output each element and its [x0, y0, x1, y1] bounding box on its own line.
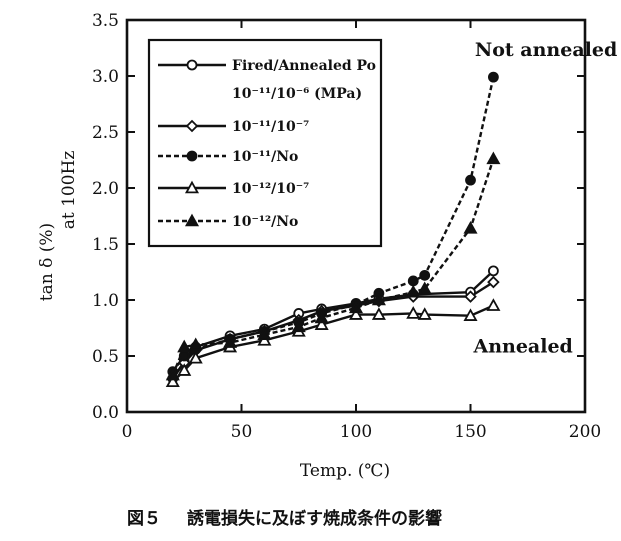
y-axis-labels: tan δ (%) at 100Hz [37, 151, 79, 302]
legend-marker-2 [185, 119, 199, 133]
series-5-point [371, 292, 386, 306]
series-3-point [465, 174, 476, 186]
legend-label-4: 10⁻¹²/10⁻⁷ [232, 181, 309, 197]
series-4-point [188, 350, 203, 364]
y-tick-label: 3.5 [92, 11, 119, 31]
y-tick-label: 3.0 [92, 67, 119, 87]
x-tick-label: 150 [454, 422, 486, 442]
series-4-point [314, 317, 329, 330]
series-5-point [417, 281, 432, 295]
series-5-point [406, 284, 421, 298]
y-tick-label: 0.5 [92, 347, 119, 367]
legend-box [147, 38, 383, 248]
legend-units: 10⁻¹¹/10⁻⁶ (MPa) [232, 86, 362, 102]
legend-marker-3 [186, 150, 198, 162]
tick-labels: 0 50 100 150 200 0.0 0.5 1.0 1.5 2.0 2.5 3.0 3.5 [92, 11, 601, 442]
caption-text: 誘電損失に及ぼす焼成条件の影響 [187, 508, 442, 529]
series-4-point [348, 307, 364, 320]
x-tick-label: 100 [340, 422, 372, 442]
axis-ticks [126, 19, 586, 413]
legend-entries: Fired/Annealed Po 10⁻¹¹/10⁻⁶ (MPa) 10⁻¹¹/1… [158, 58, 376, 230]
legend-marker-4 [184, 180, 200, 194]
y-tick-label: 0.0 [92, 403, 119, 423]
x-tick-label: 50 [231, 422, 253, 442]
caption-figure-number: 図５ [127, 509, 161, 529]
series-4-point [486, 298, 501, 311]
series-5-point [165, 367, 180, 381]
legend-header: Fired/Annealed Po [232, 58, 376, 74]
y-axis-label-secondary: at 100Hz [59, 151, 79, 230]
y-axis-label: tan δ (%) [37, 223, 57, 301]
series-4-point [417, 307, 432, 320]
annotation-annealed: Annealed [472, 336, 572, 358]
series-markers [165, 71, 501, 388]
series-5-point [486, 151, 501, 165]
series-3-point [419, 269, 431, 281]
series-3-point [178, 350, 190, 362]
series-4-point [463, 308, 478, 321]
legend-label-2: 10⁻¹¹/10⁻⁷ [232, 119, 309, 135]
series-2-point [464, 290, 477, 303]
plot-area: 0 50 100 150 200 0.0 0.5 1.0 1.5 2.0 2.5 3.0 3.5 [92, 11, 601, 442]
legend: Fired/Annealed Po 10⁻¹¹/10⁻⁶ (MPa) 10⁻¹¹/1… [147, 38, 383, 248]
series-5-point [348, 300, 364, 314]
series-5-point [314, 310, 329, 324]
y-tick-label: 2.5 [92, 123, 119, 143]
series-5-point [188, 337, 203, 351]
series-5-point [257, 327, 272, 341]
series-4-point [165, 374, 180, 388]
series-3-point [407, 275, 419, 287]
series-3-point [487, 71, 499, 83]
series-5-point [223, 335, 238, 348]
legend-label-5: 10⁻¹²/No [232, 214, 298, 230]
x-axis-label: Temp. (℃) [300, 461, 390, 481]
series-2-point [487, 275, 500, 289]
figure-caption: 図５ 誘電損失に及ぼす焼成条件の影響 [127, 508, 442, 529]
x-tick-label: 200 [569, 422, 601, 442]
series-line-1 [171, 270, 495, 380]
y-tick-label: 2.0 [92, 179, 119, 199]
y-tick-label: 1.0 [92, 291, 119, 311]
series-line-2 [171, 281, 495, 380]
legend-marker-1 [186, 59, 198, 71]
y-tick-label: 1.5 [92, 235, 119, 255]
series-4-point [177, 363, 192, 376]
series-5-point [291, 319, 306, 333]
legend-label-3: 10⁻¹¹/No [232, 149, 298, 165]
legend-marker-5 [184, 213, 200, 227]
series-4-point [371, 307, 386, 320]
x-tick-label: 0 [122, 422, 133, 442]
series-1-point [487, 265, 499, 277]
series-5-point [177, 339, 192, 353]
annotation-not-annealed: Not annealed [475, 39, 617, 61]
series-5-point [463, 220, 478, 234]
series-4-point [406, 306, 421, 319]
